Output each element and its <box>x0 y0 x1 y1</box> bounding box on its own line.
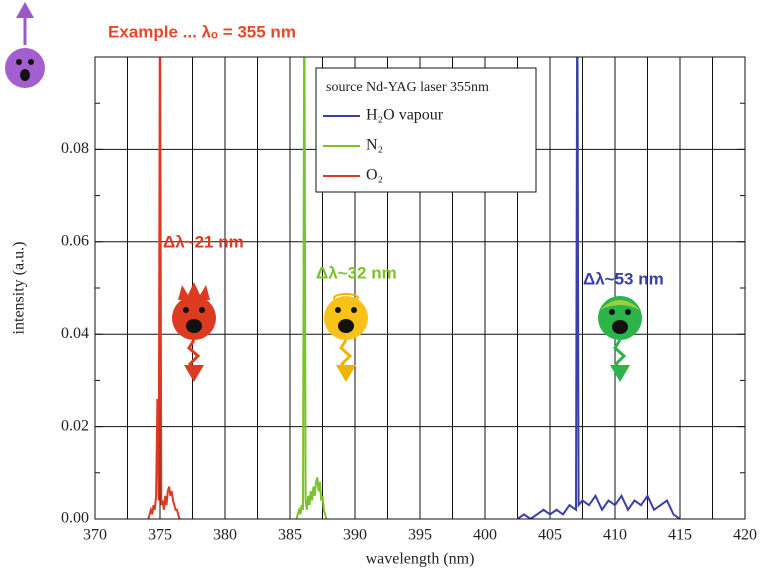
annotation: Δλ~21 nm <box>163 232 244 251</box>
spectrum-line <box>516 57 681 519</box>
chart-title: Example ... λₒ = 355 nm <box>108 22 296 41</box>
legend-label: N₂ <box>366 137 383 154</box>
plot-data <box>147 57 681 519</box>
y-axis-label: intensity (a.u.) <box>11 242 28 335</box>
y-tick-label: 0.02 <box>61 417 89 434</box>
icon-yellow <box>324 293 368 382</box>
plot-frame <box>94 56 746 520</box>
x-tick-label: 380 <box>213 527 237 544</box>
x-tick-label: 385 <box>278 527 302 544</box>
icon-purple <box>5 2 45 88</box>
x-tick-label: 405 <box>538 527 562 544</box>
x-tick-label: 395 <box>408 527 432 544</box>
y-tick-label: 0.00 <box>61 510 89 527</box>
annotation: Δλ~32 nm <box>316 263 397 282</box>
x-tick-label: 375 <box>148 527 172 544</box>
legend-title: source Nd-YAG laser 355nm <box>326 80 489 95</box>
legend: H₂O vapour N₂ O₂ <box>323 107 444 184</box>
y-tick-label: 0.08 <box>61 140 89 157</box>
legend-box <box>315 67 537 193</box>
spectrum-line <box>147 57 181 519</box>
x-tick-label: 400 <box>473 527 497 544</box>
x-tick-label: 420 <box>733 527 757 544</box>
y-tick-label: 0.04 <box>61 325 89 342</box>
y-tick-label: 0.06 <box>61 232 89 249</box>
x-tick-label: 415 <box>668 527 692 544</box>
annotation: Δλ~53 nm <box>583 269 664 288</box>
spectrum-line <box>295 57 328 519</box>
icon-red <box>172 282 216 382</box>
legend-label: H₂O vapour <box>366 107 444 124</box>
legend-label: O₂ <box>366 167 383 184</box>
x-tick-label: 410 <box>603 527 627 544</box>
icon-green <box>598 296 642 382</box>
x-axis-label: wavelength (nm) <box>366 551 475 568</box>
x-tick-label: 370 <box>83 527 107 544</box>
x-tick-label: 390 <box>343 527 367 544</box>
